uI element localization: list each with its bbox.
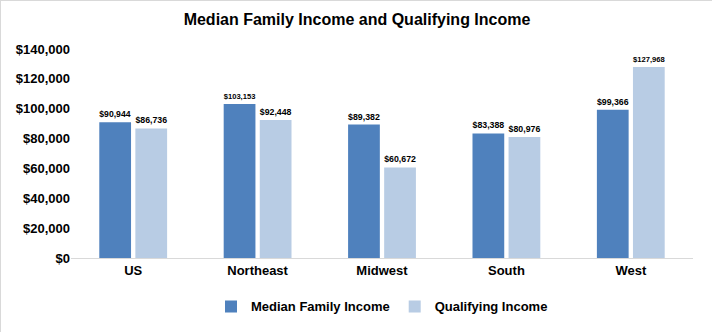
svg-text:$0: $0 [56,251,70,266]
svg-text:$89,382: $89,382 [348,112,380,122]
svg-text:$92,448: $92,448 [260,107,292,117]
svg-text:Midwest: Midwest [356,263,408,278]
svg-text:$40,000: $40,000 [23,191,70,206]
svg-text:Median Family Income and Quali: Median Family Income and Qualifying Inco… [184,11,531,28]
svg-text:US: US [124,263,142,278]
svg-text:$140,000: $140,000 [16,42,70,57]
svg-text:$100,000: $100,000 [16,101,70,116]
svg-text:$60,672: $60,672 [384,154,416,164]
svg-text:$90,944: $90,944 [99,109,130,119]
svg-text:$80,976: $80,976 [509,124,541,134]
svg-text:$83,388: $83,388 [473,120,505,130]
svg-text:Northeast: Northeast [227,263,288,278]
svg-text:Qualifying Income: Qualifying Income [435,299,548,314]
svg-text:$103,153: $103,153 [224,92,256,101]
svg-text:$20,000: $20,000 [23,221,70,236]
svg-text:West: West [615,263,646,278]
svg-text:Median Family Income: Median Family Income [251,299,390,314]
svg-text:$127,968: $127,968 [633,55,665,64]
svg-text:$60,000: $60,000 [23,161,70,176]
svg-text:South: South [488,263,525,278]
svg-text:$86,736: $86,736 [135,115,167,125]
svg-text:$80,000: $80,000 [23,131,70,146]
svg-text:$120,000: $120,000 [16,71,70,86]
svg-text:$99,366: $99,366 [597,97,629,107]
